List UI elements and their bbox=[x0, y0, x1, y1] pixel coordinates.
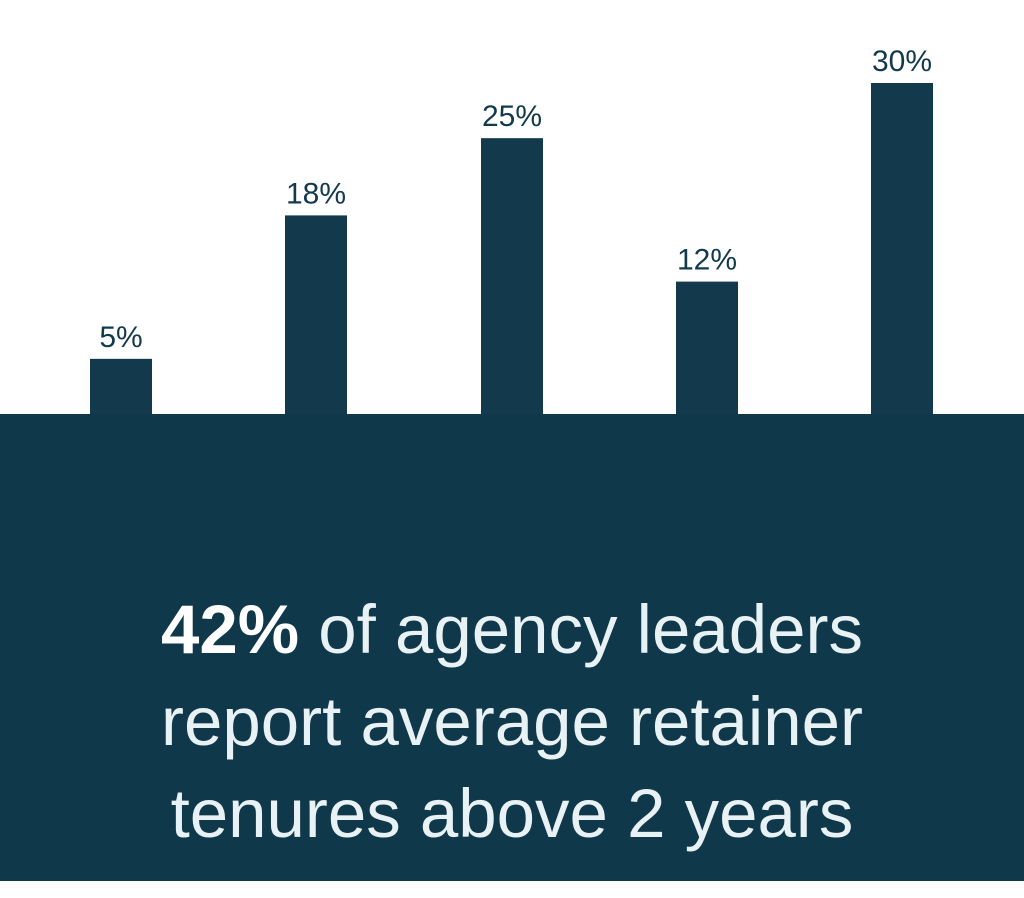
bar-5 bbox=[871, 83, 933, 415]
value-label-5: 30% bbox=[872, 45, 932, 78]
bar-1 bbox=[90, 358, 152, 415]
headline-stat: 42% bbox=[161, 591, 300, 668]
value-label-3: 25% bbox=[482, 100, 542, 133]
bar-4 bbox=[676, 281, 738, 415]
headline-line-1-rest: of agency leaders bbox=[299, 591, 863, 668]
value-label-4: 12% bbox=[677, 244, 737, 277]
headline: 42% of agency leaders report average ret… bbox=[0, 584, 1024, 860]
headline-line-2: report average retainer bbox=[161, 683, 863, 760]
value-label-2: 18% bbox=[286, 177, 346, 210]
headline-line-1: 42% of agency leaders bbox=[0, 584, 1024, 676]
bar-2 bbox=[285, 215, 347, 415]
headline-line-3: tenures above 2 years bbox=[170, 775, 854, 852]
category-panel bbox=[0, 414, 1024, 881]
bar-3 bbox=[481, 138, 543, 415]
value-label-1: 5% bbox=[99, 321, 142, 354]
